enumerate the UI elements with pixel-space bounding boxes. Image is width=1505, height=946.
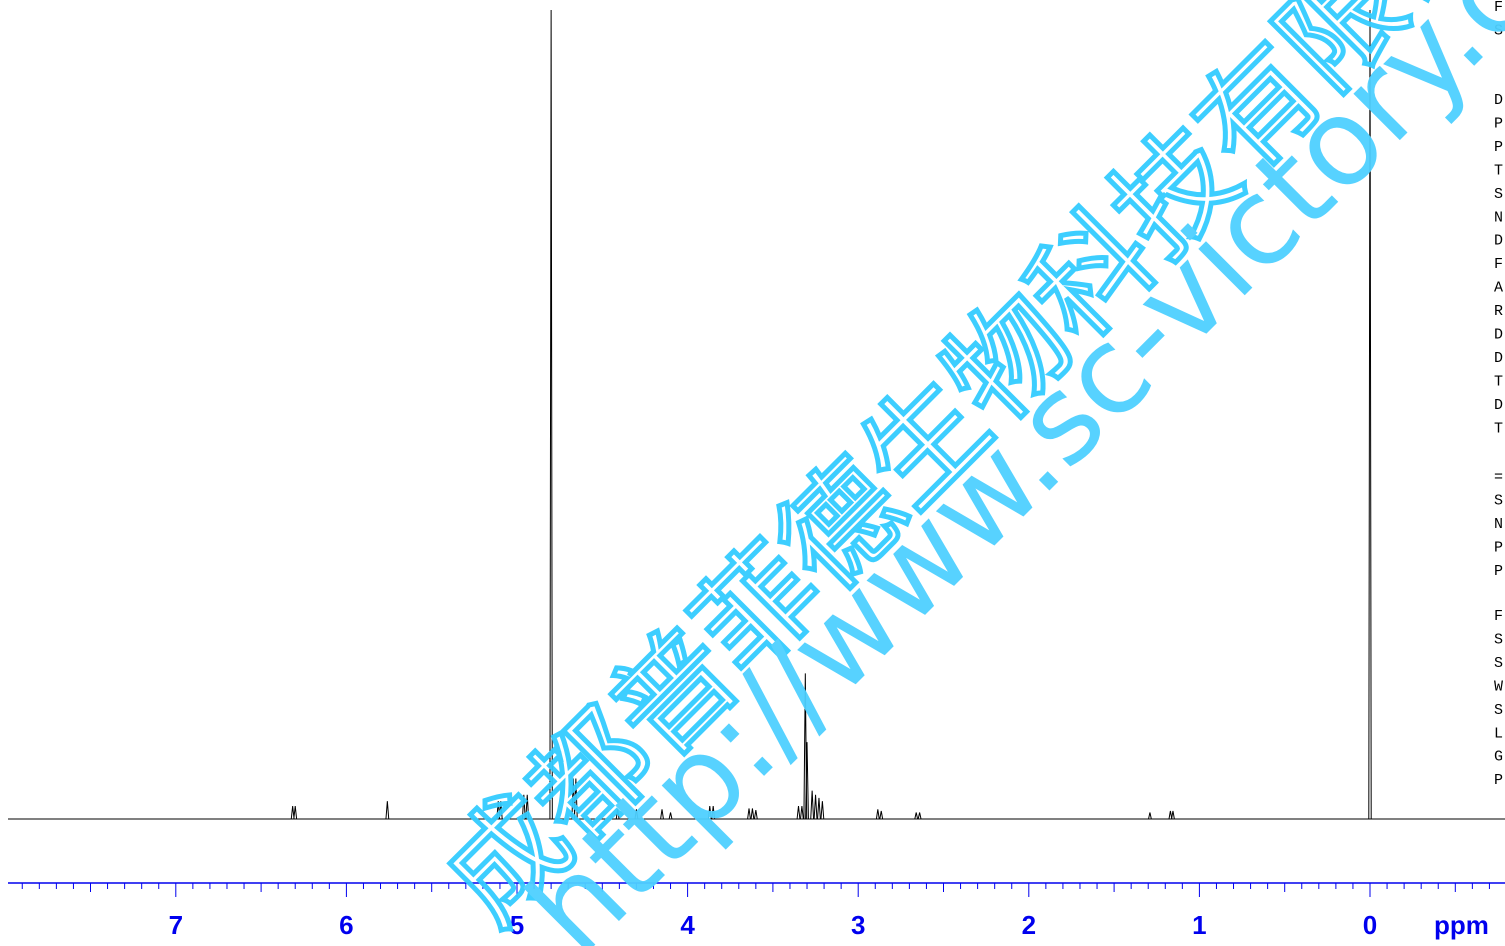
parameter-line: F (1494, 256, 1503, 273)
parameter-line: N (1494, 209, 1503, 226)
parameter-line: T (1494, 420, 1503, 437)
parameter-line: D (1494, 350, 1503, 367)
spectrum-peak (711, 806, 716, 820)
watermark: 成都普菲德生物科技有限公司 http://www.sc-victory.com (415, 0, 1505, 946)
parameter-line: S (1494, 186, 1503, 203)
spectrum-peak (668, 812, 673, 820)
x-tick-label: 5 (510, 910, 524, 940)
spectrum-peak (549, 9, 553, 820)
spectrum-peak (707, 806, 712, 820)
spectrum-peak (571, 778, 576, 820)
spectrum-peak (750, 808, 755, 820)
spectrum-peak (820, 801, 825, 820)
spectrum-peak (917, 812, 922, 820)
x-axis: 7 6 5 4 3 2 1 0 ppm (8, 882, 1505, 940)
parameter-line: S (1494, 702, 1503, 719)
parameter-line: P (1494, 139, 1503, 156)
x-axis-ticks (21, 883, 1490, 897)
parameter-line: F (1494, 608, 1503, 625)
spectrum-peak (800, 806, 804, 820)
x-tick-label: 2 (1022, 910, 1036, 940)
parameter-line: S (1494, 492, 1503, 509)
parameter-line: P (1494, 115, 1503, 132)
spectrum-peak (810, 790, 815, 820)
parameter-line: P (1494, 539, 1503, 556)
spectrum-peak (817, 797, 821, 820)
parameter-line: D (1494, 92, 1503, 109)
x-tick-label: 3 (851, 910, 865, 940)
spectrum-peak (385, 801, 390, 820)
x-tick-label: 6 (339, 910, 353, 940)
spectrum-peak (660, 809, 664, 820)
spectrum-peak (914, 812, 919, 820)
parameter-line: P (1494, 772, 1503, 789)
spectrum-peak (293, 806, 298, 820)
x-tick-label: 0 (1363, 910, 1377, 940)
parameter-line: T (1494, 162, 1503, 179)
parameter-line: A (1494, 280, 1503, 297)
spectrum-trace (8, 9, 1505, 820)
spectrum-peak (1368, 9, 1372, 820)
spectrum-peak (521, 794, 526, 820)
parameter-line: D (1494, 233, 1503, 250)
spectrum-peak (525, 794, 530, 820)
parameter-line: T (1494, 373, 1503, 390)
parameter-line: W (1494, 678, 1503, 695)
parameter-line: S (1494, 22, 1503, 39)
parameter-line: F (1494, 0, 1503, 16)
parameter-line: L (1494, 725, 1503, 742)
x-tick-label: 4 (680, 910, 695, 940)
spectrum-peak (813, 794, 818, 820)
spectrum-peak (747, 808, 751, 820)
spectrum-peak (634, 809, 639, 820)
parameter-line: N (1494, 516, 1503, 533)
spectrum-peak (753, 810, 758, 820)
spectrum-peak (290, 806, 295, 820)
spectrum-peak (796, 806, 801, 820)
x-axis-tick-labels: 7 6 5 4 3 2 1 0 (169, 910, 1378, 940)
parameter-line: S (1494, 655, 1503, 672)
parameter-line: S (1494, 631, 1503, 648)
spectrum-peak (1148, 812, 1152, 820)
watermark-url: http://www.sc-victory.com (502, 0, 1505, 946)
spectrum-peak (879, 810, 884, 820)
spectrum-peak (615, 809, 620, 820)
parameter-line: G (1494, 749, 1503, 766)
x-axis-unit-label: ppm (1434, 910, 1489, 940)
x-tick-label: 1 (1192, 910, 1206, 940)
spectrum-peak (1168, 810, 1173, 820)
spectrum-peak (1171, 810, 1175, 820)
parameter-line: P (1494, 563, 1503, 580)
spectrum-peak (805, 742, 809, 820)
parameter-line: D (1494, 397, 1503, 414)
parameter-line: = (1494, 469, 1503, 486)
spectrum-peak (573, 778, 578, 820)
spectrum-peak (875, 809, 880, 820)
spectrum-peak (498, 801, 503, 820)
spectrum-peak (496, 801, 501, 820)
parameter-line: R (1494, 303, 1503, 320)
x-tick-label: 7 (169, 910, 183, 940)
parameter-line: D (1494, 327, 1503, 344)
